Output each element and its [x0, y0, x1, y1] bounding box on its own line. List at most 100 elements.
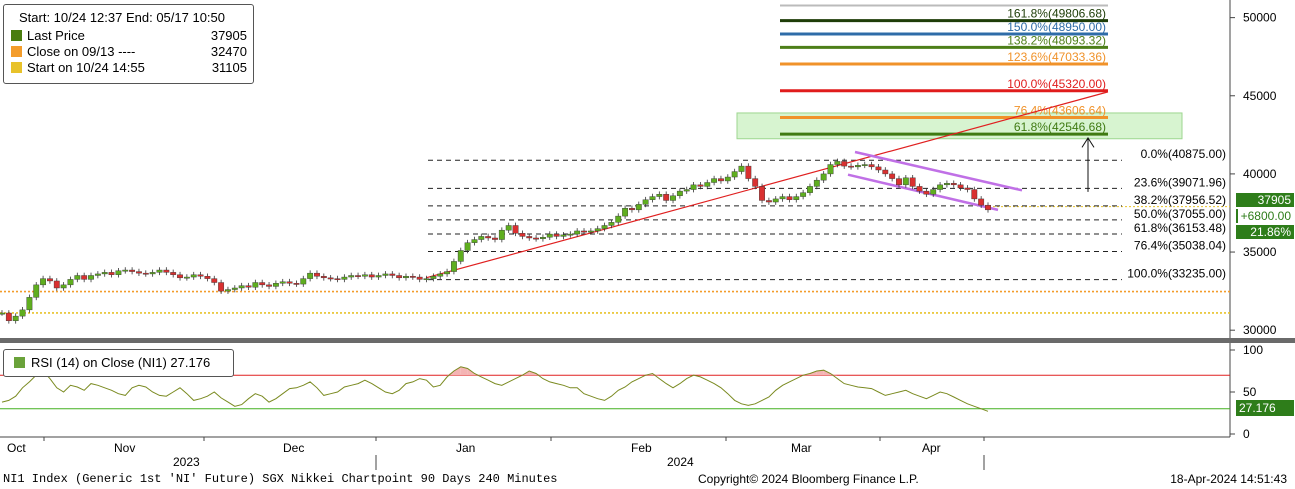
x-month-label: Feb	[631, 441, 652, 455]
candle-body	[81, 275, 88, 280]
reference-lines	[0, 206, 1230, 314]
candle-body	[67, 279, 74, 286]
candle-body	[437, 273, 444, 277]
candle-body	[272, 283, 279, 287]
legend-item-close: Close on 09/13 ---- 32470	[11, 44, 247, 59]
candle-body	[382, 273, 389, 276]
fib-level-label: 50.0%(37055.00)	[1134, 207, 1226, 221]
candle-body	[314, 272, 320, 277]
candle-body	[533, 237, 540, 240]
fib-level-label: 100.0%(33235.00)	[1127, 267, 1226, 281]
candle-body	[868, 164, 875, 168]
candle-body	[26, 297, 33, 311]
panel-separator	[0, 338, 1295, 343]
legend-swatch	[11, 46, 22, 57]
candle-body	[731, 171, 738, 178]
candle-body	[60, 284, 67, 289]
fib-level-label: 23.6%(39071.96)	[1134, 175, 1226, 189]
candle-body	[622, 208, 629, 217]
candle-body	[348, 275, 355, 278]
fib-extension-label: 161.8%(49806.68)	[1007, 7, 1106, 21]
legend-label: Close on 09/13 ----	[27, 44, 136, 59]
candle-body	[156, 269, 163, 273]
target-arrow-head	[1081, 137, 1095, 148]
candle-body	[909, 177, 916, 187]
candle-body	[423, 278, 430, 281]
legend-value: 32470	[210, 44, 247, 59]
candle-body	[937, 184, 943, 190]
candle-body	[245, 285, 252, 288]
candle-body	[683, 189, 690, 192]
x-month-label: Apr	[922, 441, 941, 455]
candle-body	[807, 186, 813, 193]
fibonacci-retracement-right: 0.0%(40875.00) 23.6%(39071.96) 38.2%(37956…	[428, 147, 1226, 281]
fib-level-label: 76.4%(35038.04)	[1134, 238, 1226, 252]
candle-body	[389, 273, 396, 276]
candle-body	[307, 272, 314, 279]
candle-body	[834, 161, 841, 165]
candle-body	[759, 186, 765, 201]
candle-body	[33, 284, 40, 298]
candle-body	[225, 289, 231, 292]
candle-body	[704, 182, 711, 187]
candle-body	[752, 178, 759, 187]
candle-body	[943, 183, 950, 186]
candle-body	[485, 236, 492, 239]
candle-body	[793, 196, 800, 200]
candle-body	[697, 184, 704, 187]
candle-body	[211, 278, 218, 283]
candle-body	[820, 173, 827, 181]
y-tick-label: 50000	[1243, 11, 1277, 25]
candle-body	[505, 225, 512, 231]
candle-body	[94, 273, 101, 276]
x-year-label: 2024	[667, 455, 694, 469]
candle-body	[266, 284, 272, 287]
legend-value: 31105	[211, 60, 247, 75]
price-grid	[0, 0, 1295, 438]
candle-body	[663, 194, 670, 201]
candle-body	[608, 222, 615, 226]
candle-body	[279, 281, 286, 284]
legend-date-range: Start: 10/24 12:37 End: 05/17 10:50	[19, 10, 225, 25]
price-legend: Start: 10/24 12:37 End: 05/17 10:50 Last…	[3, 4, 254, 84]
rsi-legend: RSI (14) on Close (NI1) 27.176	[3, 349, 234, 377]
candle-body	[786, 196, 793, 200]
x-month-label: Oct	[7, 441, 26, 455]
footer-description: NI1 Index (Generic 1st 'NI' Future) SGX …	[3, 472, 558, 486]
candle-body	[231, 287, 238, 290]
candle-body	[334, 278, 341, 281]
price-change-pct-tag: 21.86%	[1236, 225, 1294, 239]
candle-body	[19, 309, 26, 317]
fib-extension-label: 76.4%(43606.64)	[1014, 104, 1106, 118]
candle-body	[115, 270, 122, 275]
candle-body	[396, 275, 403, 279]
candle-body	[5, 312, 12, 322]
candle-body	[649, 196, 656, 200]
candle-body	[587, 230, 594, 233]
candle-body	[471, 239, 478, 243]
candle-body	[615, 215, 622, 223]
candle-body	[40, 278, 47, 286]
candle-body	[656, 194, 663, 197]
candle-body	[450, 261, 457, 272]
rsi-overbought-area	[453, 366, 461, 376]
rsi-y-tick-label: 100	[1243, 343, 1263, 357]
price-change-tag: +6800.00	[1236, 209, 1294, 223]
candle-body	[492, 237, 498, 240]
candle-body	[197, 274, 204, 277]
candle-body	[875, 166, 882, 171]
candle-body	[327, 277, 334, 280]
candle-body	[238, 285, 245, 289]
legend-swatch	[11, 62, 22, 73]
candle-body	[772, 198, 779, 203]
candle-body	[300, 278, 307, 285]
fib-extension-label: 138.2%(48093.32)	[1007, 33, 1106, 47]
candle-body	[560, 234, 567, 237]
candle-body	[519, 233, 526, 237]
y-tick-label: 45000	[1243, 89, 1277, 103]
candle-body	[738, 165, 745, 172]
candle-body	[512, 225, 519, 234]
candle-body	[813, 179, 820, 187]
x-month-label: Jan	[456, 441, 475, 455]
time-x-axis: Oct Nov Dec Jan Feb Mar Apr 2023 2024	[7, 437, 985, 470]
